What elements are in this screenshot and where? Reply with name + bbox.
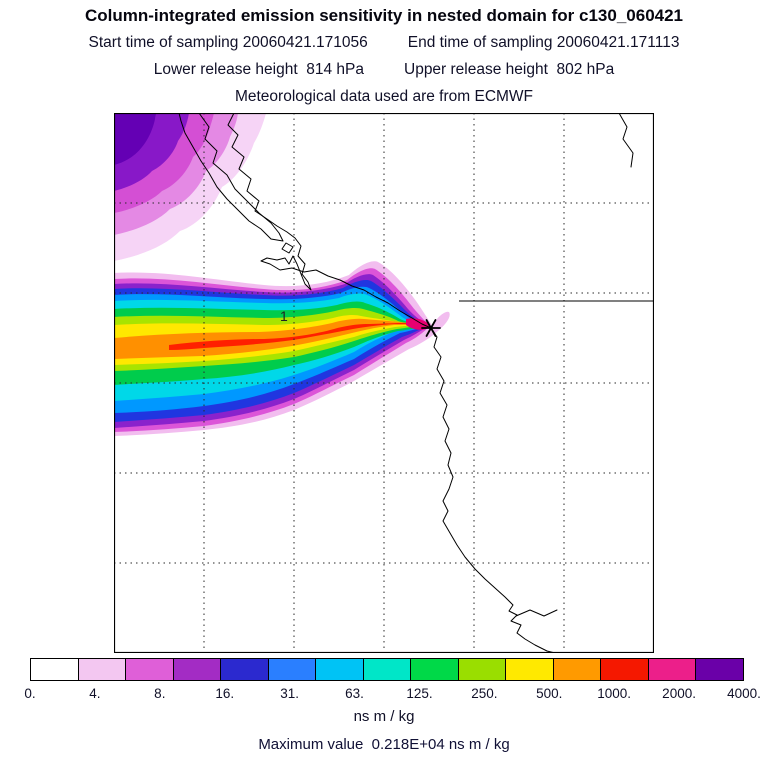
- colorbar-units: ns m / kg: [353, 708, 415, 725]
- lower-release-text: Lower release height 814 hPa: [153, 61, 364, 78]
- colorbar-tick-label: 250.: [471, 686, 498, 701]
- colorbar-tick-label: 0.: [24, 686, 36, 701]
- contour-band: [114, 113, 156, 165]
- colorbar-segment: [267, 659, 316, 680]
- colorbar-tick-label: 4.: [89, 686, 101, 701]
- met-source-row: Meteorological data used are from ECMWF: [0, 88, 768, 106]
- map-plot: 1: [114, 113, 654, 653]
- colorbar-segment: [220, 659, 268, 680]
- source-marker-icon: [421, 319, 441, 337]
- contour-band: [169, 323, 424, 350]
- met-source-text: Meteorological data used are from ECMWF: [234, 88, 534, 105]
- start-time-text: Start time of sampling 20060421.171056: [88, 34, 368, 51]
- colorbar-segment: [362, 659, 411, 680]
- upper-release-text: Upper release height 802 hPa: [404, 61, 615, 78]
- sampling-times-row: Start time of sampling 20060421.171056 E…: [0, 34, 768, 52]
- colorbar-tick-label: 31.: [280, 686, 300, 701]
- coastline: [178, 113, 634, 653]
- colorbar-tick-label: 63.: [345, 686, 364, 701]
- colorbar-segment: [552, 659, 601, 680]
- colorbar-segment: [600, 659, 648, 680]
- release-heights-row: Lower release height 814 hPa Upper relea…: [0, 61, 768, 79]
- colorbar-segment: [125, 659, 173, 680]
- colorbar-tick-label: 4000.: [727, 686, 761, 701]
- colorbar-segment: [31, 659, 78, 680]
- plot-title: Column-integrated emission sensitivity i…: [84, 6, 684, 25]
- colorbar-segment: [172, 659, 221, 680]
- colorbar-tick-label: 16.: [215, 686, 235, 701]
- coastline-vancouver-island: [178, 113, 284, 242]
- colorbar-segment: [315, 659, 363, 680]
- colorbar-segment: [505, 659, 553, 680]
- coastline-delta-branch: [515, 609, 558, 617]
- colorbar-ticks: 0. 4. 8. 16. 31. 63. 125. 250. 500. 1000. 2000. 400…: [24, 686, 761, 702]
- colorbar-tick-label: 1000.: [597, 686, 632, 701]
- colorbar-segment: [695, 659, 743, 680]
- max-value-text: Maximum value 0.218E+04 ns m / kg: [258, 736, 510, 753]
- coastline-mainland: [227, 113, 556, 653]
- coastline-inlet-fragment: [618, 113, 634, 168]
- colorbar-tick-label: 8.: [154, 686, 166, 701]
- colorbar-tick-label: 2000.: [662, 686, 696, 701]
- colorbar-segment: [410, 659, 458, 680]
- colorbar-tick-label: 125.: [406, 686, 433, 701]
- end-time-text: End time of sampling 20060421.171113: [407, 34, 680, 51]
- latlon-grid: [114, 113, 654, 653]
- coastline-small-island: [281, 242, 294, 254]
- colorbar-segment: [77, 659, 126, 680]
- colorbar: [30, 658, 744, 681]
- plume-contours: [114, 113, 450, 436]
- map-frame: [114, 113, 654, 653]
- colorbar-segment: [457, 659, 506, 680]
- colorbar-tick-label: 500.: [536, 686, 563, 701]
- colorbar-segment: [647, 659, 696, 680]
- contour-band: [406, 318, 430, 330]
- release-label: 1: [280, 308, 288, 324]
